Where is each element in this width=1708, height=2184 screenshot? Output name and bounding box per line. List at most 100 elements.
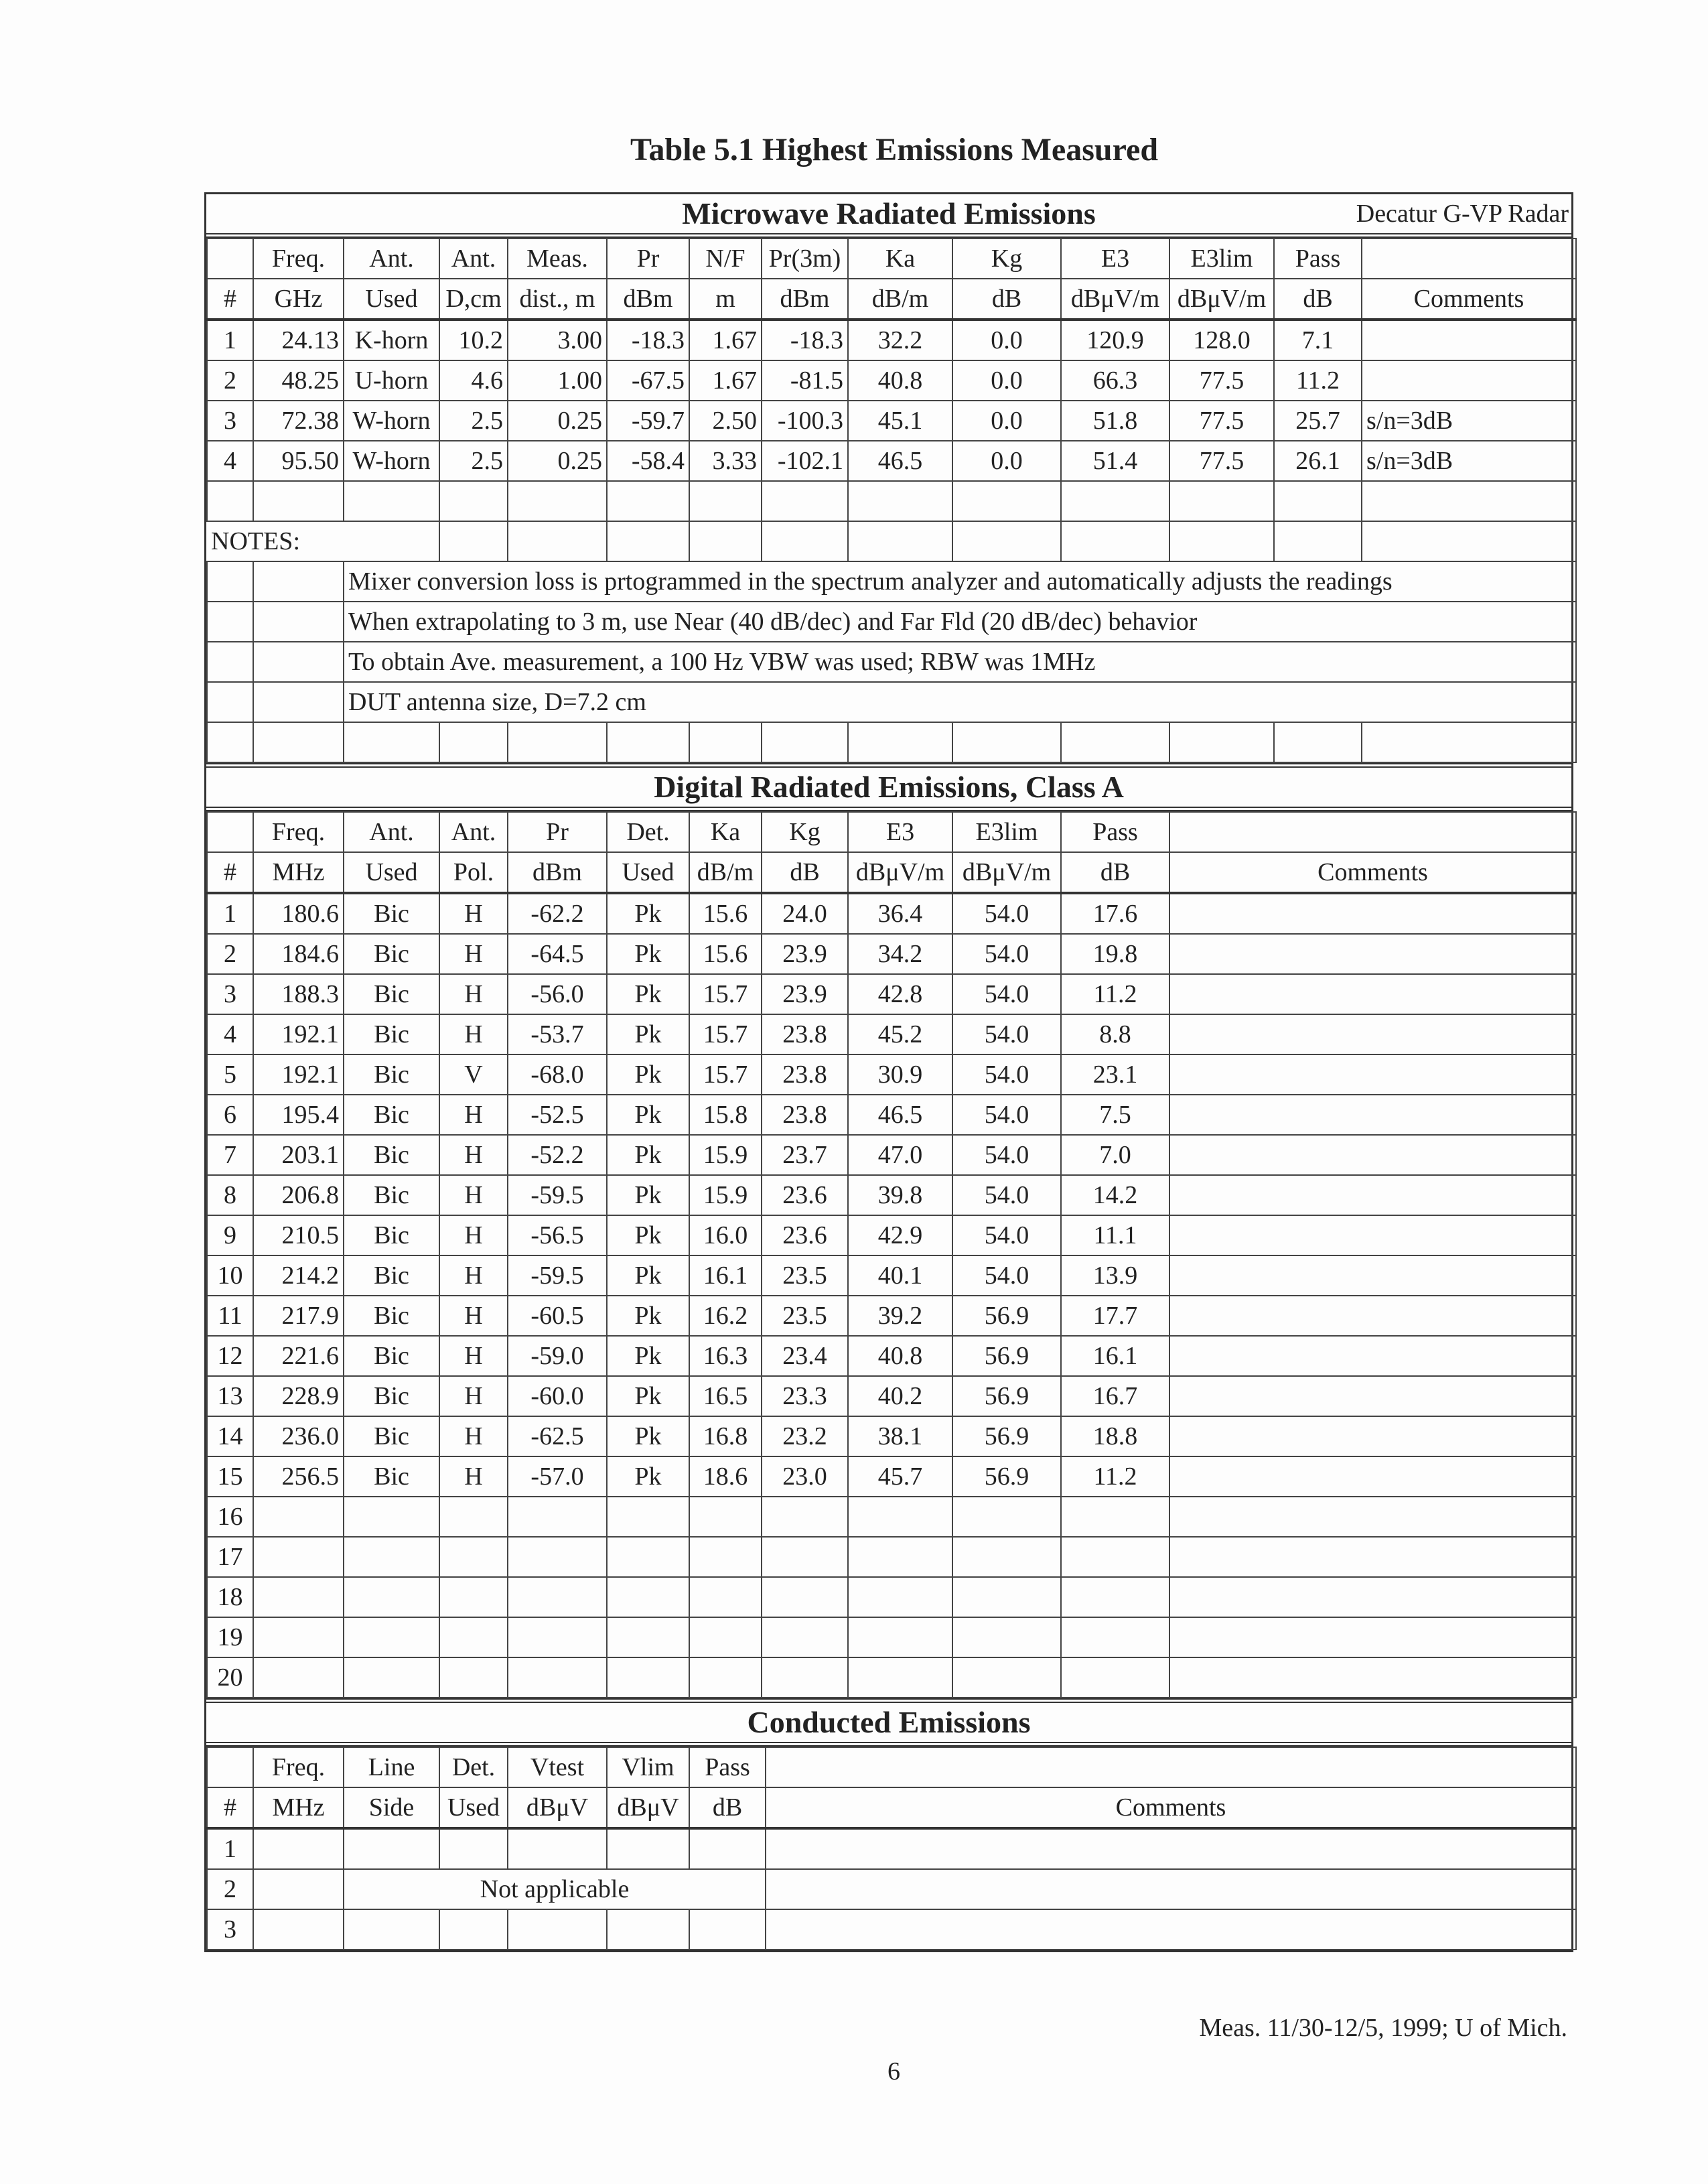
- table-cell: Bic: [343, 1094, 440, 1136]
- table-cell: 16.1: [1060, 1335, 1170, 1377]
- empty-cell: [206, 681, 254, 723]
- empty-cell: [439, 722, 508, 763]
- column-header: dBμV/m: [952, 851, 1062, 894]
- table-cell: H: [439, 1295, 508, 1337]
- column-header: dBμV: [606, 1787, 690, 1830]
- table-cell: 12: [206, 1335, 254, 1377]
- row-number: 3: [206, 1909, 254, 1950]
- comment-cell: [1169, 1456, 1577, 1497]
- table-cell: 54.0: [952, 973, 1062, 1015]
- table-cell: 7.5: [1060, 1094, 1170, 1136]
- empty-cell: [343, 722, 440, 763]
- column-header: Comments: [765, 1787, 1577, 1830]
- column-header: E3lim: [952, 811, 1062, 853]
- column-header: Meas.: [507, 238, 608, 279]
- table-cell: -58.4: [606, 440, 690, 482]
- table-row: 4 192.1 Bic H -53.7 Pk 15.7 23.8 45.2 54.0 8.8: [206, 1014, 1577, 1055]
- blank-row: [206, 480, 1577, 522]
- table-cell: 192.1: [253, 1014, 344, 1055]
- column-header: dB/m: [847, 278, 953, 321]
- table-cell: [689, 1576, 762, 1618]
- column-header: #: [206, 1787, 254, 1830]
- table-cell: [1060, 1657, 1170, 1698]
- column-header: Freq.: [253, 1747, 344, 1788]
- table-cell: [253, 1576, 344, 1618]
- table-row: 11 217.9 Bic H -60.5 Pk 16.2 23.5 39.2 56.9 17.7: [206, 1295, 1577, 1337]
- table-cell: 15.7: [689, 973, 762, 1015]
- column-header: Ant.: [343, 238, 440, 279]
- note-row: Mixer conversion loss is prtogrammed in …: [206, 561, 1577, 602]
- table-cell: [439, 1617, 508, 1658]
- table-cell: 0.0: [952, 400, 1062, 441]
- empty-cell: [689, 1828, 766, 1870]
- table-cell: 2.5: [439, 400, 508, 441]
- table-cell: 24.13: [253, 319, 344, 361]
- table-cell: -62.5: [507, 1416, 608, 1457]
- column-header: Used: [343, 278, 440, 321]
- microwave-title: Microwave Radiated Emissions: [682, 196, 1096, 230]
- table-cell: [507, 1496, 608, 1538]
- comment-cell: [1169, 1335, 1577, 1377]
- table-cell: 221.6: [253, 1335, 344, 1377]
- comment-cell: [1169, 1496, 1577, 1538]
- table-cell: 0.25: [507, 440, 608, 482]
- empty-cell: [253, 561, 344, 602]
- empty-cell: [1060, 722, 1170, 763]
- table-cell: 0.0: [952, 319, 1062, 361]
- column-header: Pass: [1273, 238, 1362, 279]
- empty-cell: [253, 722, 344, 763]
- table-cell: 13.9: [1060, 1255, 1170, 1296]
- table-cell: [952, 1496, 1062, 1538]
- table-cell: 7.0: [1060, 1134, 1170, 1176]
- table-cell: H: [439, 1094, 508, 1136]
- table-row: 6 195.4 Bic H -52.5 Pk 15.8 23.8 46.5 54.0 7.5: [206, 1094, 1577, 1136]
- table-cell: 16.5: [689, 1375, 762, 1417]
- table-cell: -57.0: [507, 1456, 608, 1497]
- table-cell: 72.38: [253, 400, 344, 441]
- table-cell: [847, 1617, 953, 1658]
- note-row: DUT antenna size, D=7.2 cm: [206, 681, 1577, 723]
- table-cell: 1.67: [689, 319, 762, 361]
- table-row: 15 256.5 Bic H -57.0 Pk 18.6 23.0 45.7 56.9 11.2: [206, 1456, 1577, 1497]
- header-row: # MHz Side Used dBμV dBμV dB Comments: [206, 1787, 1577, 1830]
- empty-cell: [439, 1909, 508, 1950]
- table-cell: 42.8: [847, 973, 953, 1015]
- digital-table: Freq. Ant. Ant. Pr Det. Ka Kg E3 E3lim Pass # MHz Us…: [206, 811, 1577, 1698]
- table-cell: Bic: [343, 892, 440, 935]
- table-cell: [606, 1657, 690, 1698]
- table-cell: Pk: [606, 1134, 690, 1176]
- table-cell: 15.6: [689, 933, 762, 975]
- empty-cell: [1060, 521, 1170, 562]
- column-header: [206, 1747, 254, 1788]
- empty-cell: [253, 641, 344, 683]
- table-cell: 40.2: [847, 1375, 953, 1417]
- table-cell: [253, 1617, 344, 1658]
- table-cell: 23.1: [1060, 1054, 1170, 1095]
- emissions-table: Microwave Radiated Emissions Decatur G-V…: [204, 192, 1577, 1952]
- empty-cell: [1361, 480, 1577, 522]
- table-cell: H: [439, 1456, 508, 1497]
- comment-cell: [1169, 1536, 1577, 1578]
- table-cell: 3.33: [689, 440, 762, 482]
- column-header: Kg: [952, 238, 1062, 279]
- column-header: dBm: [507, 851, 608, 894]
- table-cell: -59.7: [606, 400, 690, 441]
- table-cell: 77.5: [1169, 440, 1275, 482]
- table-cell: [689, 1617, 762, 1658]
- table-cell: H: [439, 1014, 508, 1055]
- table-cell: -67.5: [606, 360, 690, 401]
- comment-cell: [1169, 1576, 1577, 1618]
- comment-cell: [1169, 1054, 1577, 1095]
- table-row: 1: [206, 1828, 1577, 1870]
- table-cell: 45.2: [847, 1014, 953, 1055]
- column-header: MHz: [253, 1787, 344, 1830]
- table-cell: [606, 1496, 690, 1538]
- table-cell: [761, 1536, 849, 1578]
- table-cell: 1.00: [507, 360, 608, 401]
- comment-cell: [1169, 1215, 1577, 1256]
- table-cell: 51.8: [1060, 400, 1170, 441]
- note-text: DUT antenna size, D=7.2 cm: [343, 681, 1577, 723]
- table-cell: 19: [206, 1617, 254, 1658]
- table-cell: H: [439, 1416, 508, 1457]
- empty-cell: [689, 722, 762, 763]
